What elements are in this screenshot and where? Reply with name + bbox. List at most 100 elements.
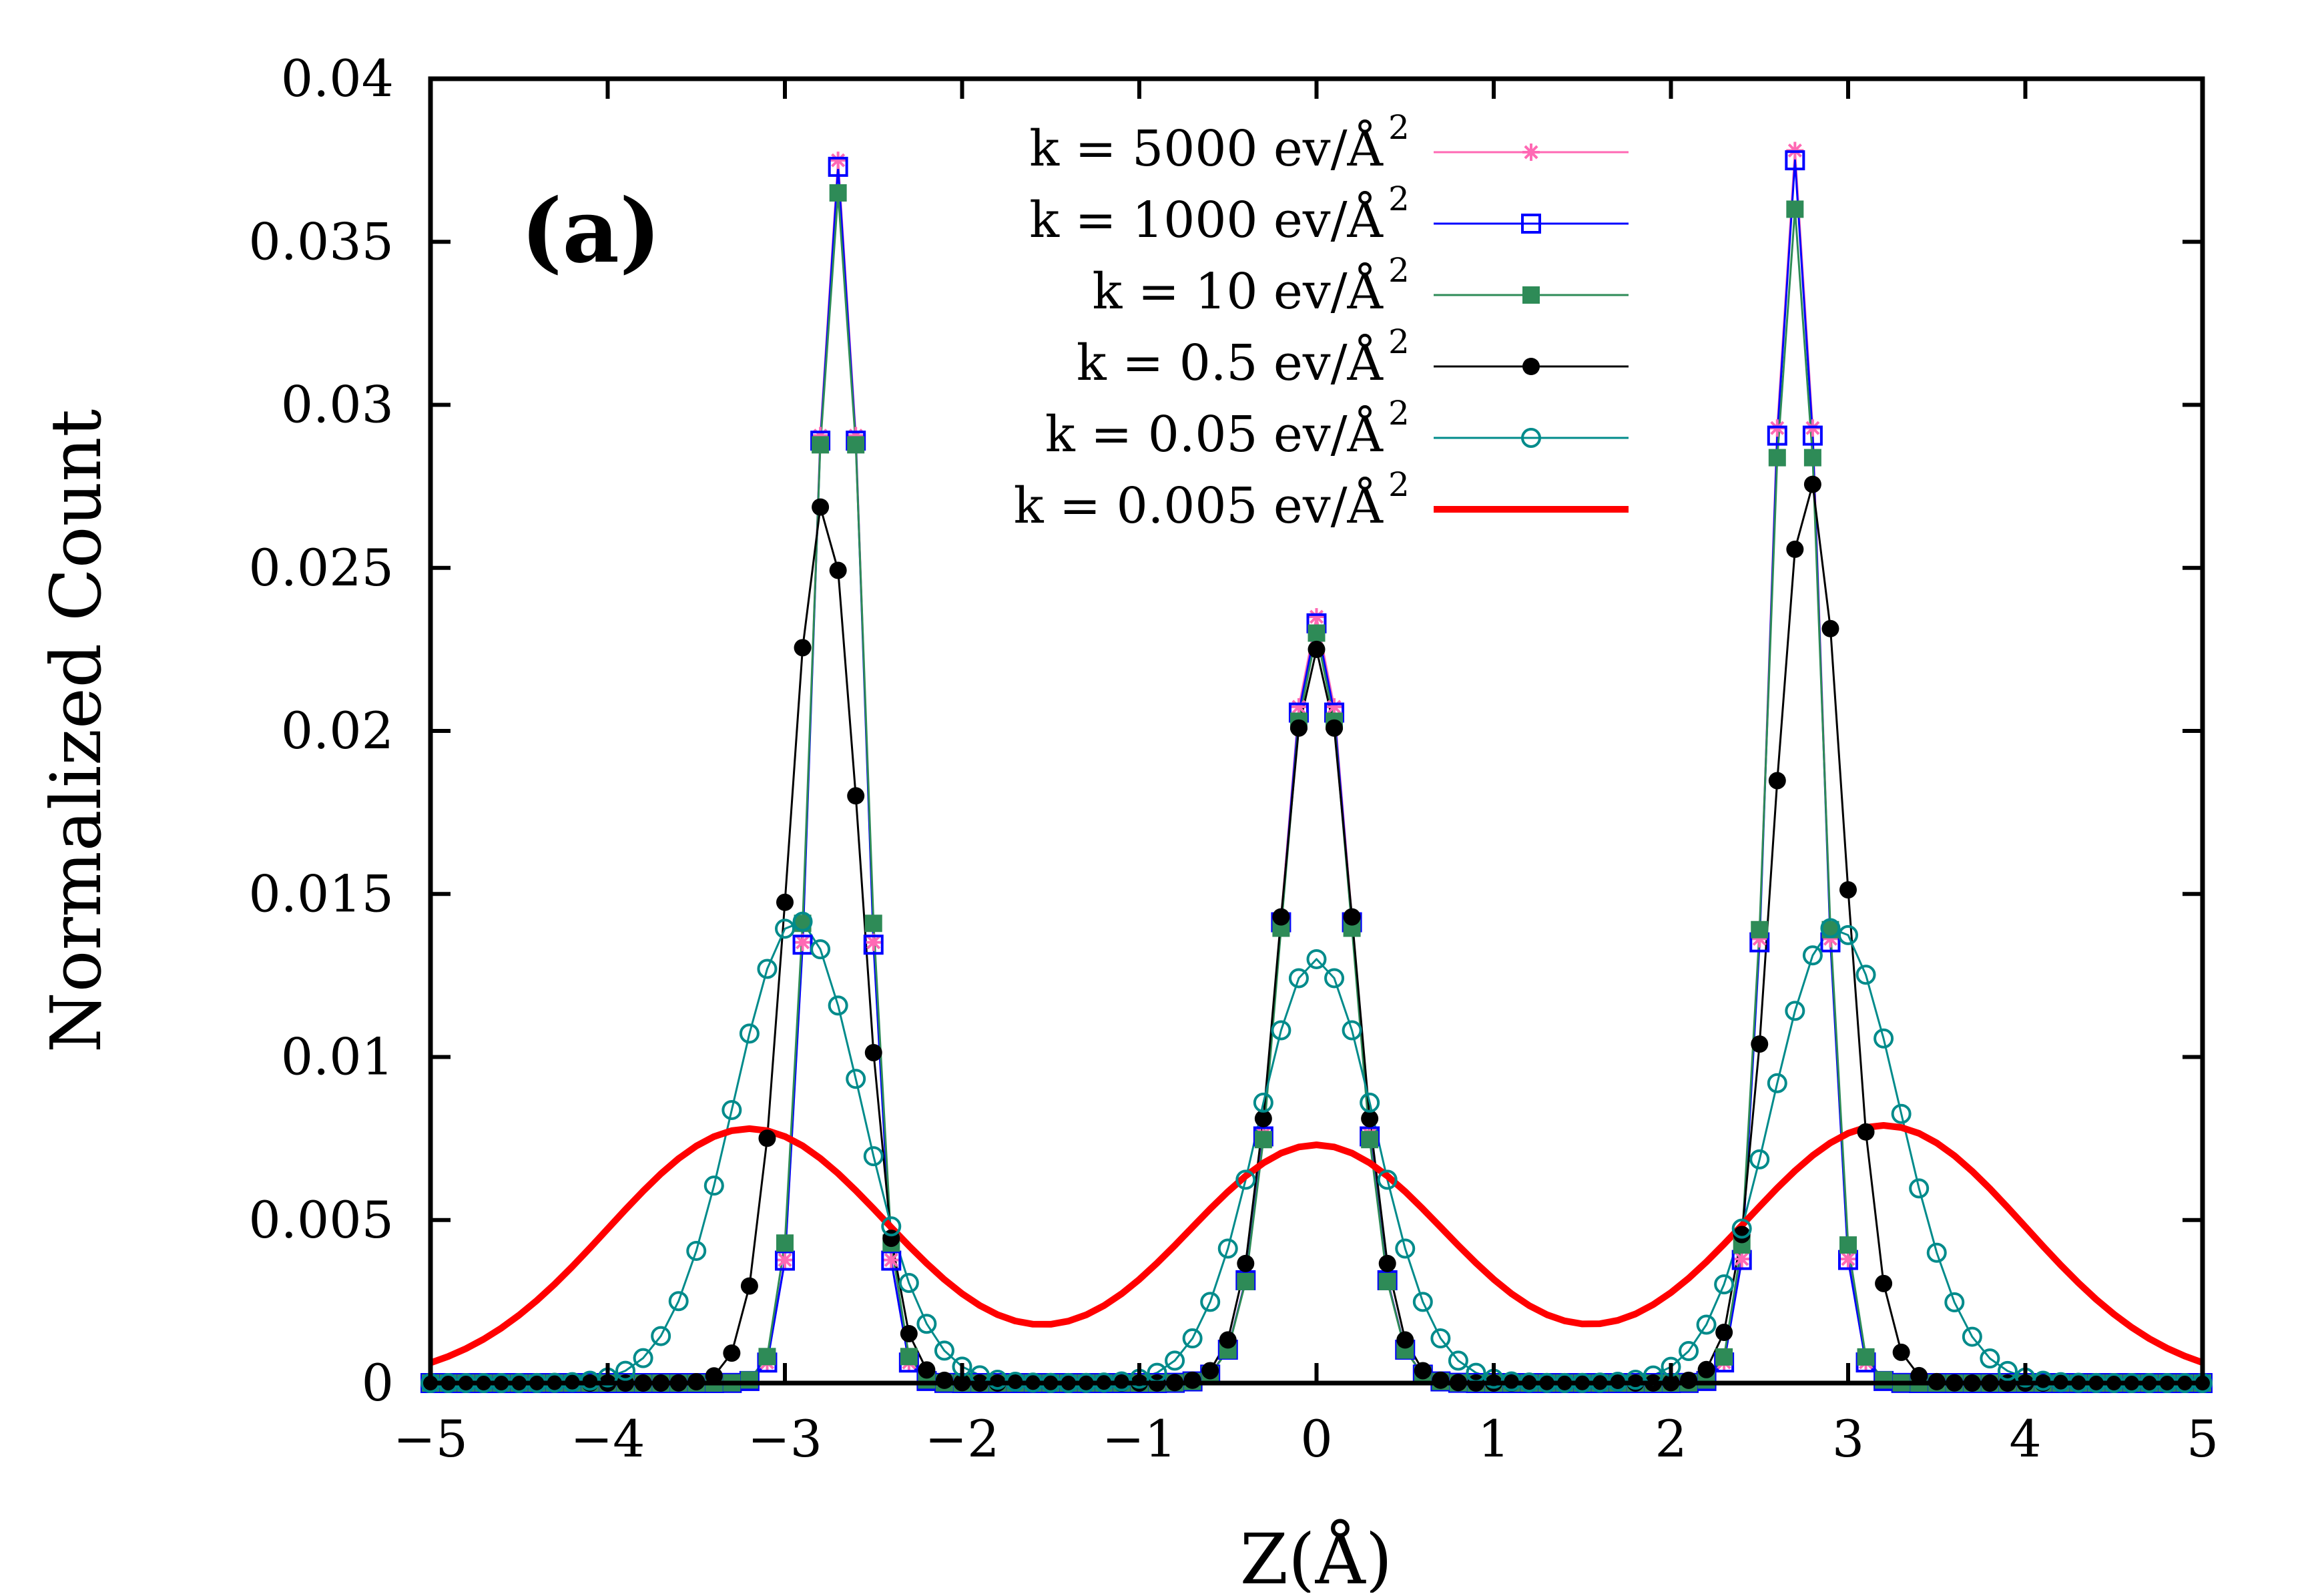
- data-point-series-5: [1891, 1103, 1912, 1124]
- marker-stroke: [866, 935, 881, 950]
- data-point-series-5: [863, 1146, 884, 1167]
- marker-stroke: [1841, 1252, 1855, 1266]
- legend: k = 5000 ev/Å 2k = 1000 ev/Å 2k = 10 ev/Å 2…: [1014, 108, 1629, 535]
- data-point-series-3: [1768, 449, 1786, 467]
- data-point-series-4: [847, 787, 865, 805]
- data-point-series-4: [1378, 1254, 1396, 1272]
- data-point-series-5: [633, 1348, 653, 1368]
- data-point-series-4: [1237, 1254, 1255, 1272]
- marker-stroke: [831, 153, 846, 168]
- legend-swatch-marker-4: [1522, 358, 1540, 375]
- data-point-series-3: [1751, 920, 1769, 939]
- data-point-series-1: [829, 152, 847, 170]
- legend-label-superscript-1: 2: [1388, 108, 1410, 147]
- data-point-series-5: [1944, 1292, 1965, 1312]
- data-point-series-5: [1909, 1178, 1930, 1199]
- data-point-series-5: [1430, 1328, 1451, 1349]
- legend-label-5: k = 0.05 ev/Å: [1045, 405, 1384, 463]
- data-point-series-5: [1200, 1292, 1221, 1312]
- y-axis-title: Normalized Count: [35, 409, 117, 1053]
- data-point-series-5: [1288, 968, 1309, 989]
- data-point-series-4: [794, 639, 812, 657]
- data-point-series-4: [1343, 908, 1361, 926]
- data-point-series-4: [1219, 1331, 1237, 1349]
- data-point-series-4: [1857, 1123, 1875, 1141]
- data-point-series-5: [1714, 1274, 1735, 1295]
- y-tick-label: 0.01: [281, 1027, 394, 1087]
- data-point-series-5: [1696, 1314, 1717, 1335]
- data-point-series-5: [1962, 1326, 1982, 1347]
- legend-label-superscript-2: 2: [1388, 180, 1410, 218]
- data-point-series-5: [881, 1216, 902, 1237]
- x-tick-label: 4: [2009, 1409, 2041, 1469]
- data-point-series-4: [918, 1361, 936, 1379]
- legend-label-3: k = 10 ev/Å: [1092, 262, 1384, 320]
- y-tick-label: 0.015: [248, 864, 394, 923]
- data-point-series-4: [935, 1371, 953, 1389]
- data-point-series-5: [1253, 1092, 1273, 1113]
- data-point-series-5: [775, 918, 795, 939]
- data-point-series-2: [775, 1250, 795, 1271]
- data-point-series-5: [1980, 1348, 2000, 1369]
- data-point-series-3: [1715, 1348, 1733, 1366]
- data-point-series-5: [1360, 1092, 1380, 1113]
- data-point-series-5: [651, 1326, 671, 1346]
- data-point-series-5: [1342, 1020, 1362, 1041]
- data-point-series-3: [1237, 1272, 1255, 1290]
- data-point-series-3: [1839, 1236, 1857, 1254]
- data-point-series-5: [1679, 1341, 1699, 1362]
- data-point-series-5: [846, 1069, 866, 1089]
- data-point-series-4: [1715, 1324, 1733, 1342]
- data-point-series-5: [1377, 1169, 1398, 1190]
- data-point-series-5: [1873, 1028, 1894, 1049]
- data-point-series-5: [1855, 965, 1876, 985]
- data-point-series-3: [1254, 1131, 1272, 1149]
- y-tick-label: 0.005: [248, 1190, 394, 1250]
- data-point-series-3: [829, 184, 847, 202]
- x-tick-label: −4: [570, 1409, 645, 1469]
- data-point-series-5: [1767, 1073, 1787, 1093]
- y-tick-label: 0.035: [248, 212, 394, 271]
- data-point-series-4: [758, 1129, 776, 1147]
- data-point-series-4: [1697, 1360, 1715, 1378]
- data-point-series-5: [703, 1175, 724, 1196]
- data-point-series-5: [739, 1023, 760, 1044]
- data-point-series-5: [828, 995, 848, 1016]
- x-tick-label: 2: [1655, 1409, 1687, 1469]
- data-point-series-3: [1875, 1371, 1893, 1389]
- x-axis-title: Z(Å): [1240, 1518, 1393, 1593]
- data-point-series-4: [1254, 1109, 1272, 1127]
- data-point-series-1: [794, 933, 812, 951]
- marker-stroke: [1309, 609, 1324, 624]
- data-point-series-5: [1448, 1350, 1468, 1371]
- data-point-series-3: [776, 1234, 794, 1252]
- data-point-series-5: [757, 959, 778, 979]
- data-point-series-5: [1749, 1149, 1770, 1169]
- data-point-series-3: [1361, 1131, 1379, 1149]
- data-point-series-4: [723, 1344, 741, 1362]
- data-point-series-5: [898, 1272, 919, 1293]
- data-point-series-5: [1306, 949, 1327, 969]
- data-point-series-2: [1802, 425, 1823, 446]
- data-point-series-1: [1308, 608, 1326, 626]
- data-point-series-4: [1786, 540, 1804, 558]
- data-point-series-5: [1838, 924, 1858, 945]
- data-point-series-2: [792, 935, 813, 955]
- legend-swatch-marker-3: [1522, 286, 1540, 304]
- y-tick-label: 0.025: [248, 538, 394, 597]
- data-point-series-5: [1820, 918, 1841, 939]
- data-point-series-3: [1857, 1348, 1875, 1366]
- data-point-series-4: [740, 1277, 758, 1295]
- data-point-series-5: [1926, 1242, 1947, 1263]
- ticks-layer: [428, 77, 2205, 1385]
- y-tick-label: 0: [362, 1353, 394, 1412]
- data-point-series-3: [847, 436, 865, 454]
- data-point-series-4: [1733, 1226, 1751, 1244]
- data-point-series-2: [828, 156, 848, 177]
- data-point-series-5: [1412, 1292, 1433, 1312]
- data-point-series-1: [882, 1251, 900, 1269]
- marker-stroke: [884, 1253, 898, 1268]
- data-point-series-4: [1803, 475, 1821, 493]
